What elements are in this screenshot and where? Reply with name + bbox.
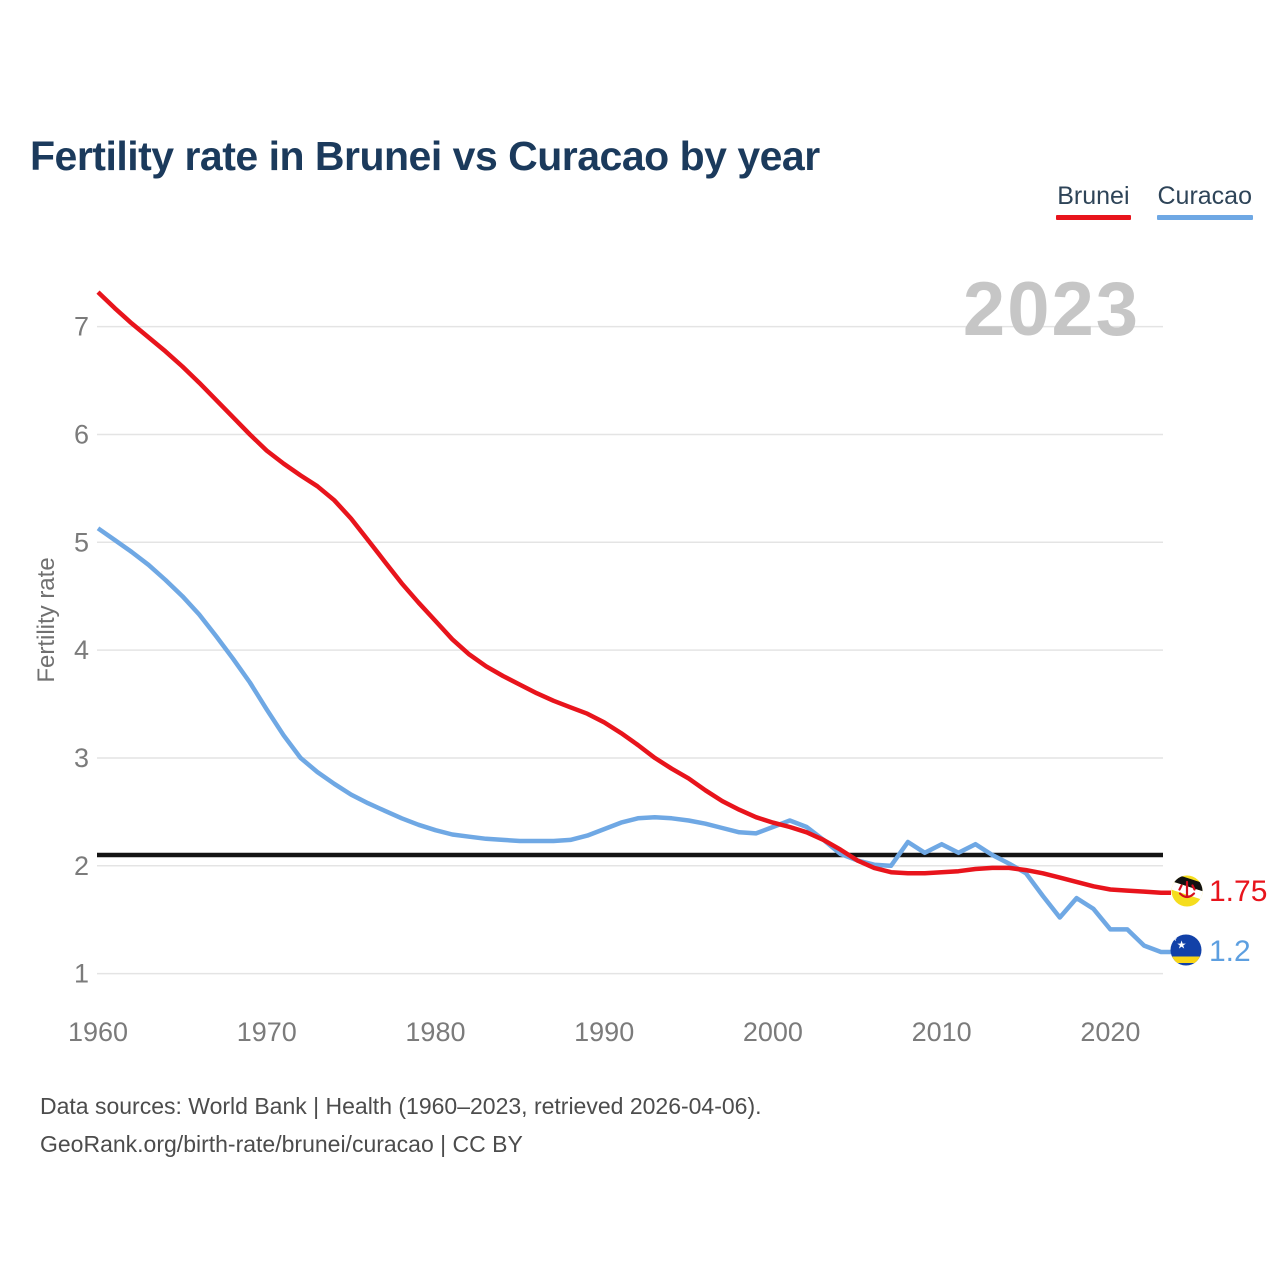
gridlines [97,325,1163,975]
y-tick-label: 7 [74,312,89,342]
legend-label-brunei: Brunei [1057,182,1130,210]
y-tick-label: 6 [74,419,89,449]
year-watermark: 2023 [962,267,1140,352]
x-tick-label: 1990 [574,1017,634,1047]
x-tick-label: 1970 [237,1017,297,1047]
curacao-flag-icon: ★ ★ [1170,934,1202,966]
y-tick-label: 2 [74,851,89,881]
y-tick-labels: 1 2 3 4 5 6 7 [74,312,89,989]
x-tick-label: 2010 [912,1017,972,1047]
source-line-1: Data sources: World Bank | Health (1960–… [40,1093,762,1119]
x-tick-label: 2000 [743,1017,803,1047]
legend-underline-brunei [1056,214,1131,220]
y-tick-label: 1 [74,959,89,989]
x-tick-label: 1960 [68,1017,128,1047]
series-lines [96,290,1171,955]
y-tick-label: 4 [74,635,89,665]
series-line-brunei[interactable] [96,290,1171,895]
legend-item-brunei[interactable]: Brunei [1056,182,1131,220]
brunei-end-value: 1.75 [1209,875,1267,908]
y-tick-label: 3 [74,743,89,773]
page-title: Fertility rate in Brunei vs Curacao by y… [30,133,820,180]
y-tick-label: 5 [74,527,89,557]
series-line-curacao[interactable] [96,526,1171,955]
x-tick-label: 1980 [405,1017,465,1047]
brunei-flag-icon [1171,875,1203,907]
x-tick-labels: 1960 1970 1980 1990 2000 2010 2020 [68,1017,1140,1047]
source-line-2: GeoRank.org/birth-rate/brunei/curacao | … [40,1131,523,1157]
legend-underline-curacao [1156,214,1253,220]
curacao-small-star: ★ [1171,935,1177,943]
curacao-end-value: 1.2 [1209,935,1251,968]
legend-item-curacao[interactable]: Curacao [1156,182,1253,220]
legend: Brunei Curacao [1056,182,1253,220]
legend-label-curacao: Curacao [1157,182,1253,210]
curacao-big-star: ★ [1177,940,1187,952]
source-footer: Data sources: World Bank | Health (1960–… [40,1087,762,1163]
x-tick-label: 2020 [1080,1017,1140,1047]
